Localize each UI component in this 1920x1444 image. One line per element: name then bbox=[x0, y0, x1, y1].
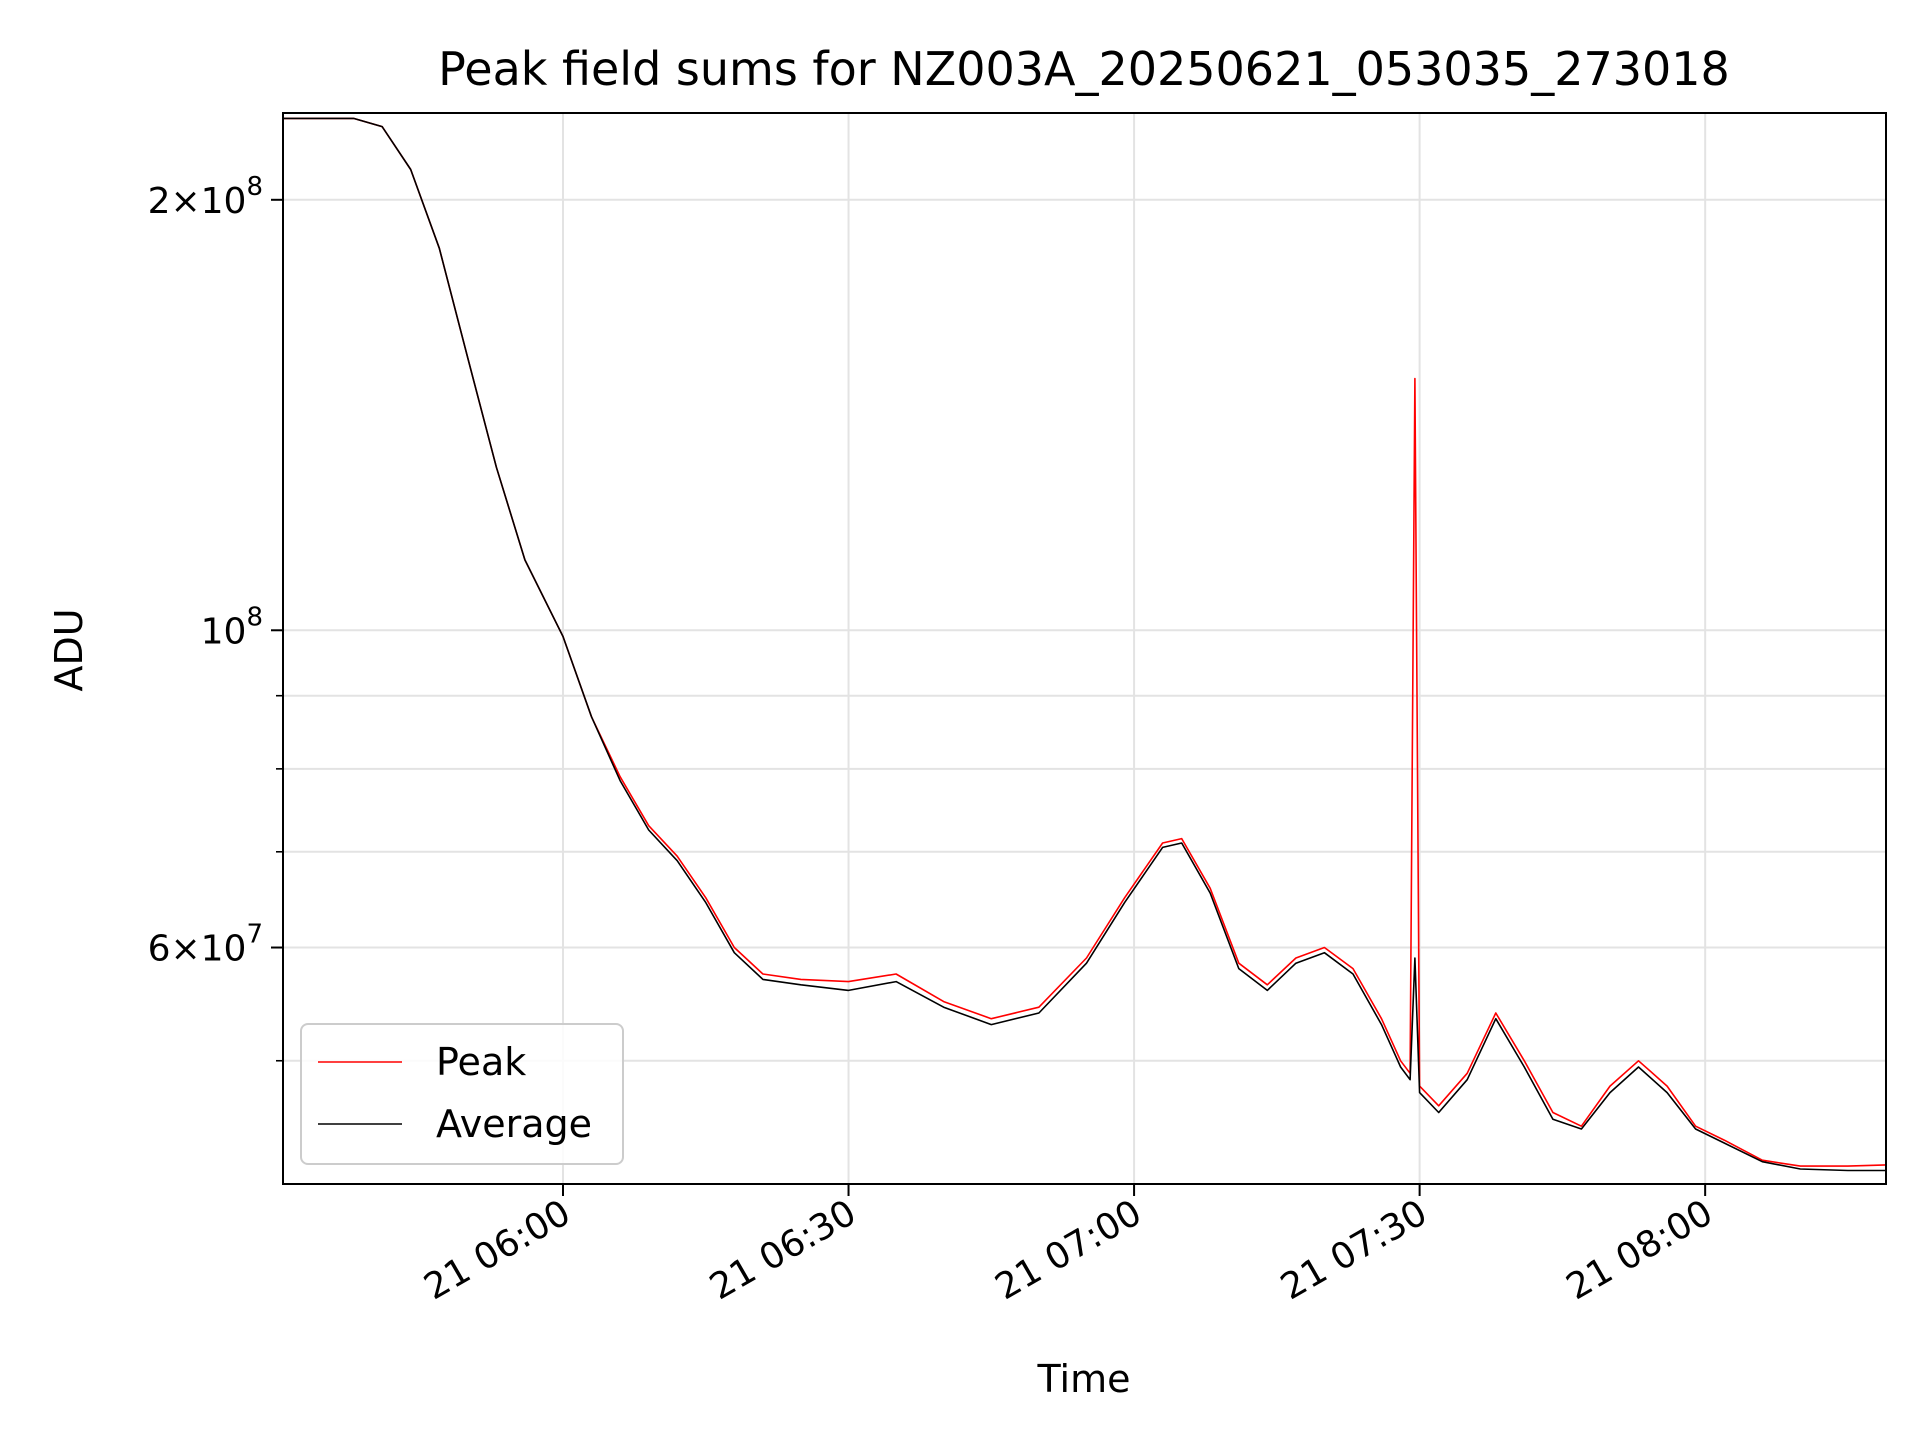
x-tick-label: 21 06:30 bbox=[703, 1192, 863, 1308]
y-tick-label: 108 bbox=[201, 602, 263, 652]
y-tick-exponent: 7 bbox=[246, 920, 263, 950]
y-axis-label: ADU bbox=[47, 608, 91, 691]
y-tick-exponent: 8 bbox=[246, 602, 263, 632]
x-tick-label: 21 06:00 bbox=[418, 1192, 578, 1308]
x-axis-label: Time bbox=[1037, 1357, 1131, 1401]
legend-label-peak: Peak bbox=[436, 1040, 526, 1084]
legend: Peak Average bbox=[300, 1023, 624, 1165]
series-line-average bbox=[283, 117, 1886, 1172]
y-tick-base: 10 bbox=[201, 611, 247, 652]
y-tick-base: 2×10 bbox=[148, 181, 247, 222]
y-tick-label: 2×108 bbox=[148, 172, 263, 222]
legend-box bbox=[300, 1023, 624, 1165]
series-line-peak bbox=[283, 117, 1886, 1167]
x-tick-label: 21 07:00 bbox=[989, 1192, 1149, 1308]
legend-label-average: Average bbox=[436, 1102, 592, 1146]
y-tick-label: 6×107 bbox=[148, 920, 263, 970]
plot-frame bbox=[282, 112, 1887, 1185]
x-tick-label: 21 07:30 bbox=[1274, 1192, 1434, 1308]
y-tick-exponent: 8 bbox=[246, 172, 263, 202]
x-tick-label: 21 08:00 bbox=[1560, 1192, 1720, 1308]
chart-title: Peak field sums for NZ003A_20250621_0530… bbox=[438, 42, 1730, 96]
series-layer bbox=[283, 117, 1886, 1172]
y-tick-base: 6×10 bbox=[148, 929, 247, 970]
